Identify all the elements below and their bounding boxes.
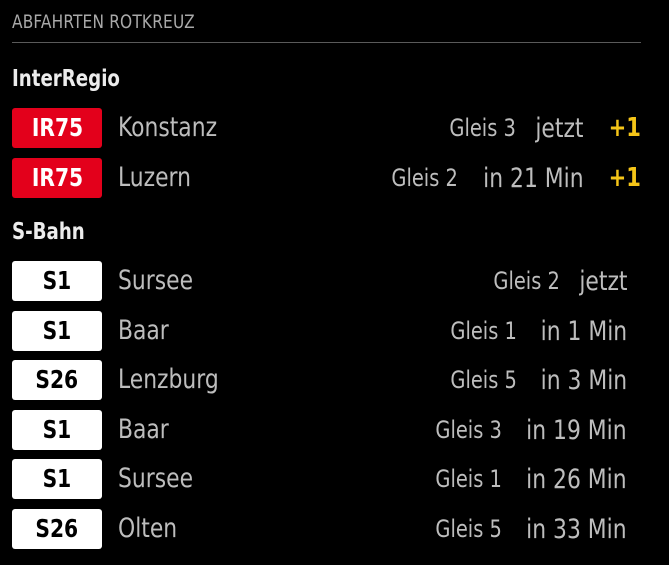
line-label: S1	[42, 415, 72, 444]
departure-info: Gleis 2 in 21 Min +1	[384, 158, 641, 198]
destination: Baar	[118, 315, 169, 346]
departure-row[interactable]: S26 Olten Gleis 5 in 33 Min	[12, 509, 641, 549]
departure-time: in 19 Min	[526, 414, 627, 446]
line-label: S1	[42, 266, 72, 295]
destination: Konstanz	[118, 112, 218, 143]
line-label: S1	[42, 316, 72, 345]
destination: Luzern	[118, 162, 191, 193]
departure-row[interactable]: S1 Sursee Gleis 1 in 26 Min	[12, 459, 641, 499]
platform: Gleis 2	[493, 267, 560, 295]
section-title-sbahn: S-Bahn	[12, 219, 85, 245]
line-badge: S26	[12, 509, 102, 549]
departure-time: in 26 Min	[526, 463, 627, 495]
departure-info: Gleis 1 in 1 Min	[443, 311, 627, 351]
section-title-interregio: InterRegio	[12, 66, 120, 92]
departure-row[interactable]: S26 Lenzburg Gleis 5 in 3 Min	[12, 360, 641, 400]
departure-row[interactable]: IR75 Luzern Gleis 2 in 21 Min +1	[12, 158, 641, 198]
departure-row[interactable]: IR75 Konstanz Gleis 3 jetzt +1	[12, 108, 641, 148]
departure-time: in 21 Min	[482, 162, 584, 194]
line-badge: S1	[12, 311, 102, 351]
departure-info: Gleis 3 in 19 Min	[428, 410, 627, 450]
platform: Gleis 5	[450, 366, 517, 394]
line-badge: S1	[12, 261, 102, 301]
destination: Baar	[118, 414, 169, 445]
line-badge: IR75	[12, 108, 102, 148]
delay-badge: +1	[608, 163, 641, 193]
departure-row[interactable]: S1 Baar Gleis 3 in 19 Min	[12, 410, 641, 450]
line-label: S1	[42, 464, 72, 493]
departure-info: Gleis 5 in 3 Min	[443, 360, 627, 400]
destination: Olten	[118, 513, 178, 544]
departure-info: Gleis 2 jetzt	[486, 261, 627, 301]
departure-info: Gleis 3 jetzt +1	[442, 108, 641, 148]
platform: Gleis 1	[450, 317, 517, 345]
departure-row[interactable]: S1 Sursee Gleis 2 jetzt	[12, 261, 641, 301]
line-badge: S1	[12, 410, 102, 450]
platform: Gleis 2	[391, 164, 458, 192]
destination: Lenzburg	[118, 364, 219, 395]
line-label: IR75	[31, 113, 83, 142]
departure-row[interactable]: S1 Baar Gleis 1 in 1 Min	[12, 311, 641, 351]
departure-info: Gleis 5 in 33 Min	[428, 509, 627, 549]
departure-time: in 3 Min	[540, 364, 627, 396]
platform: Gleis 3	[449, 114, 516, 142]
line-label: IR75	[31, 163, 83, 192]
line-badge: IR75	[12, 158, 102, 198]
departure-info: Gleis 1 in 26 Min	[428, 459, 627, 499]
board-title: ABFAHRTEN ROTKREUZ	[12, 11, 195, 33]
platform: Gleis 5	[434, 515, 502, 543]
line-label: S26	[35, 365, 79, 394]
delay-badge: +1	[608, 113, 641, 143]
departure-time: in 33 Min	[526, 513, 627, 545]
line-badge: S1	[12, 459, 102, 499]
departure-time: in 1 Min	[540, 315, 627, 347]
destination: Sursee	[118, 463, 194, 494]
platform: Gleis 3	[434, 416, 502, 444]
departure-time: jetzt	[534, 112, 584, 144]
destination: Sursee	[118, 265, 194, 296]
line-label: S26	[35, 514, 79, 543]
platform: Gleis 1	[434, 465, 502, 493]
line-badge: S26	[12, 360, 102, 400]
board-header: ABFAHRTEN ROTKREUZ	[12, 9, 641, 43]
departure-time: jetzt	[578, 265, 627, 297]
